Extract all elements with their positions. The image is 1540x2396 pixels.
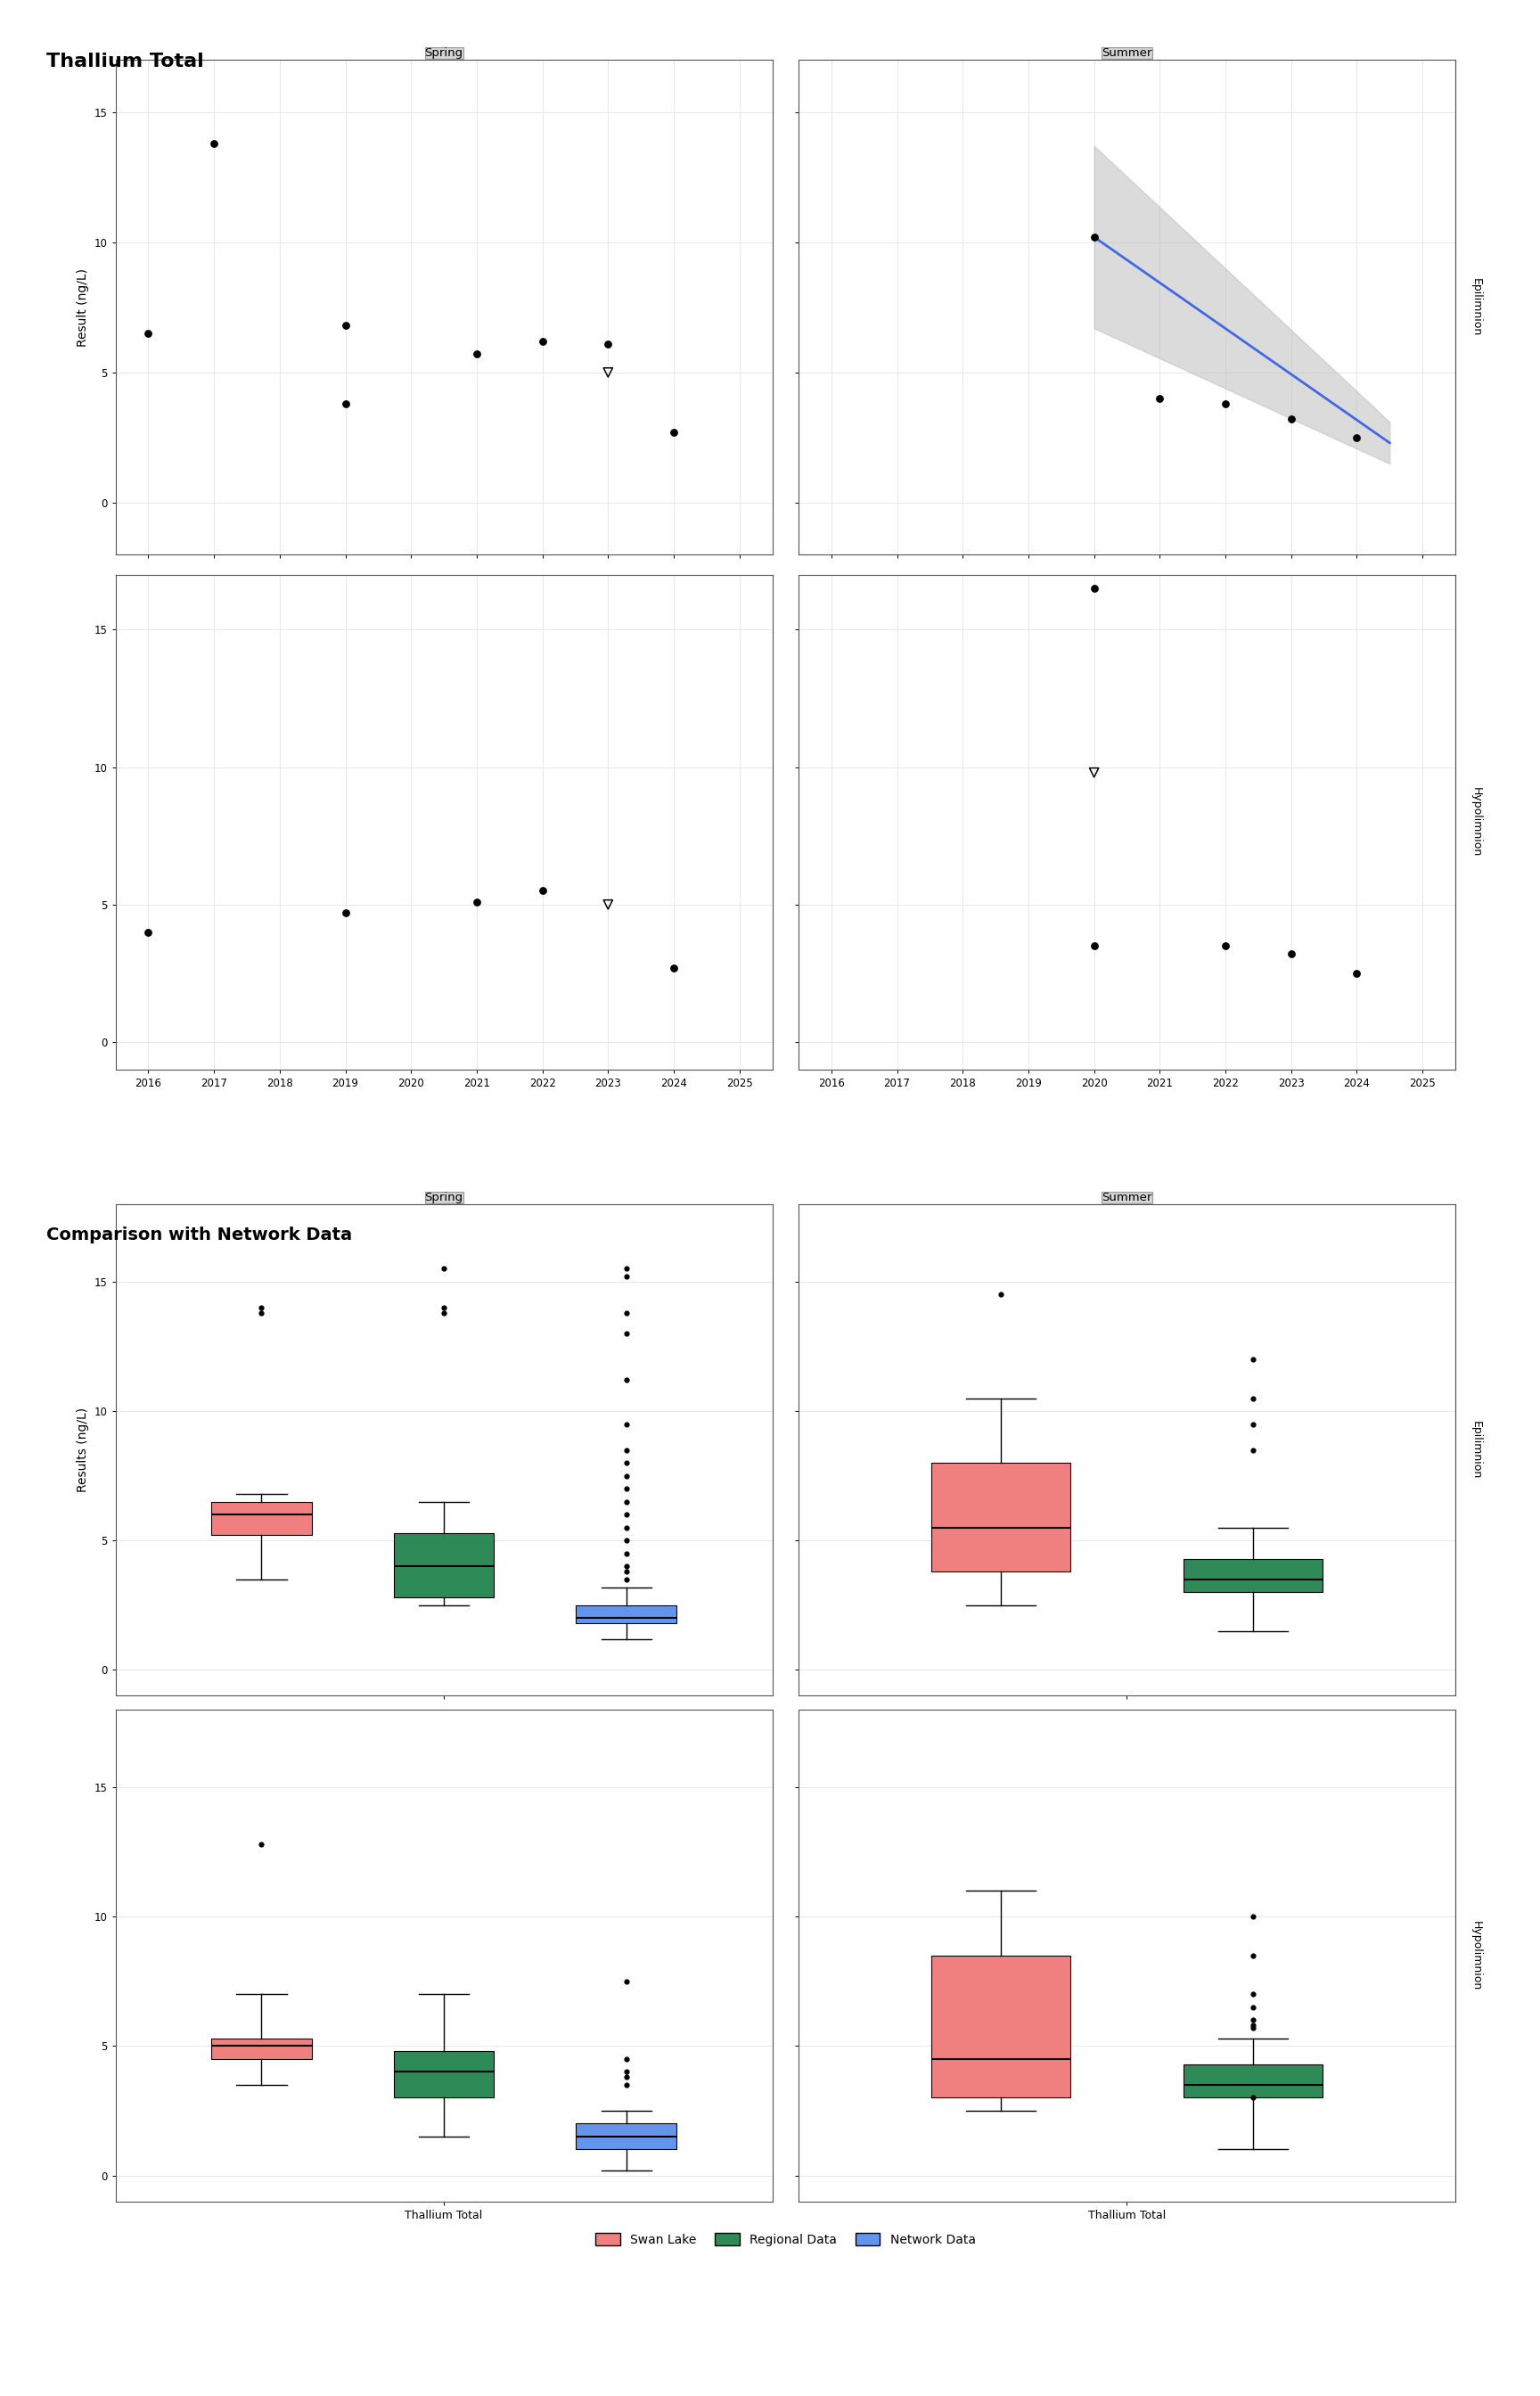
Point (1241, 2008, 1266, 2046)
Title: Spring: Spring (425, 48, 464, 60)
PathPatch shape (394, 1533, 494, 1598)
Point (1241, 1936, 1266, 1974)
Point (465, 335, 490, 374)
Y-axis label: Results (ng/L): Results (ng/L) (77, 1406, 89, 1493)
Point (1241, 1898, 1266, 1936)
Point (333, 894, 357, 932)
Y-axis label: Epilimnion: Epilimnion (1471, 278, 1481, 335)
PathPatch shape (932, 1464, 1070, 1572)
Point (614, 1553, 639, 1591)
Point (614, 2058, 639, 2096)
Point (1147, 379, 1172, 417)
Point (1344, 419, 1369, 458)
Point (136, 913, 160, 951)
Point (1241, 2001, 1266, 2039)
Legend: Swan Lake, Regional Data, Network Data: Swan Lake, Regional Data, Network Data (590, 2228, 981, 2252)
PathPatch shape (394, 2051, 494, 2099)
Point (431, 1251, 456, 1289)
Point (1214, 927, 1238, 966)
Point (1081, 570, 1106, 609)
Point (614, 2053, 639, 2092)
Y-axis label: Hypolimnion: Hypolimnion (1471, 788, 1481, 858)
Point (431, 1294, 456, 1332)
PathPatch shape (1184, 1560, 1323, 1593)
Point (614, 1469, 639, 1507)
Point (614, 1430, 639, 1469)
PathPatch shape (211, 2039, 311, 2058)
Title: Summer: Summer (1101, 48, 1152, 60)
Point (614, 1251, 639, 1289)
Point (1241, 2005, 1266, 2044)
PathPatch shape (211, 1502, 311, 1536)
Point (202, 125, 226, 163)
Point (136, 314, 160, 352)
Point (1344, 954, 1369, 992)
Point (614, 1445, 639, 1483)
PathPatch shape (932, 1955, 1070, 2099)
Y-axis label: Epilimnion: Epilimnion (1471, 1421, 1481, 1478)
Point (989, 1275, 1013, 1313)
PathPatch shape (576, 1605, 676, 1624)
Point (596, 887, 621, 925)
Point (614, 1495, 639, 1533)
Point (249, 1294, 274, 1332)
Point (662, 949, 687, 987)
Point (1241, 1404, 1266, 1442)
Point (1214, 386, 1238, 424)
Point (1241, 2080, 1266, 2118)
PathPatch shape (576, 2123, 676, 2149)
Point (614, 2065, 639, 2104)
Point (614, 1361, 639, 1399)
Point (431, 1289, 456, 1327)
Point (1241, 1339, 1266, 1378)
Point (614, 1509, 639, 1548)
Point (1241, 1989, 1266, 2027)
Point (1241, 1974, 1266, 2013)
Point (614, 1404, 639, 1442)
Point (1081, 752, 1106, 791)
Point (1241, 1430, 1266, 1469)
Point (465, 882, 490, 920)
Point (614, 1533, 639, 1572)
Point (614, 2039, 639, 2077)
Text: Thallium Total: Thallium Total (46, 53, 203, 69)
Point (614, 1315, 639, 1354)
Point (596, 326, 621, 364)
Point (662, 412, 687, 450)
Y-axis label: Hypolimnion: Hypolimnion (1471, 1922, 1481, 1991)
Point (249, 1289, 274, 1327)
Point (1241, 1380, 1266, 1418)
Point (614, 1457, 639, 1495)
Point (614, 1294, 639, 1332)
Point (249, 1826, 274, 1864)
Point (614, 1521, 639, 1560)
Title: Spring: Spring (425, 1191, 464, 1203)
Point (530, 872, 554, 910)
Point (614, 1962, 639, 2001)
Point (614, 1258, 639, 1296)
Point (596, 352, 621, 391)
Point (1278, 400, 1303, 438)
Title: Summer: Summer (1101, 1191, 1152, 1203)
Point (614, 1483, 639, 1521)
Point (1081, 218, 1106, 256)
Point (614, 1560, 639, 1598)
Point (333, 386, 357, 424)
Point (1081, 927, 1106, 966)
Text: Comparison with Network Data: Comparison with Network Data (46, 1227, 353, 1244)
Point (1278, 934, 1303, 973)
Point (333, 307, 357, 345)
Y-axis label: Result (ng/L): Result (ng/L) (77, 268, 89, 347)
Point (614, 1548, 639, 1586)
Point (530, 321, 554, 359)
PathPatch shape (1184, 2063, 1323, 2099)
